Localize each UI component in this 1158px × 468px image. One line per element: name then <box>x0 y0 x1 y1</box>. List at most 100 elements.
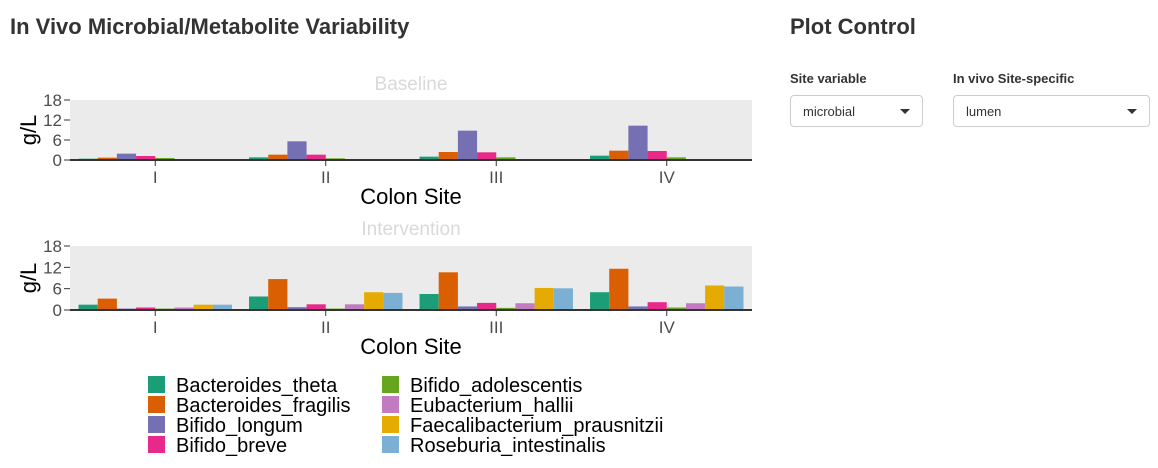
bar-bifido-breve <box>647 151 667 160</box>
bar-bacteroides-theta <box>419 156 439 160</box>
x-tick-label: I <box>153 318 158 337</box>
y-tick-label: 12 <box>43 111 62 130</box>
chevron-down-icon <box>1127 109 1137 114</box>
legend-swatch <box>148 376 165 393</box>
legend-label: Roseburia_intestinalis <box>410 435 606 457</box>
bar-eubacterium-hallii <box>174 307 194 310</box>
site-specific-value: lumen <box>966 104 1002 119</box>
legend-swatch <box>148 396 165 413</box>
site-specific-select[interactable]: lumen <box>953 95 1150 127</box>
bar-bacteroides-fragilis <box>438 152 458 160</box>
x-tick-label: III <box>489 168 503 187</box>
site-variable-label: Site variable <box>790 71 867 86</box>
bar-bifido-adolescentis <box>666 307 686 310</box>
y-tick-label: 6 <box>53 131 62 150</box>
page-title: In Vivo Microbial/Metabolite Variability <box>10 14 410 39</box>
chevron-down-icon <box>900 109 910 114</box>
y-axis-title: g/L <box>16 263 41 294</box>
bar-bifido-longum <box>628 306 648 310</box>
bar-bacteroides-fragilis <box>268 279 288 310</box>
bar-bacteroides-theta <box>590 155 610 160</box>
legend-label: Faecalibacterium_prausnitzii <box>410 415 663 437</box>
y-axis-title: g/L <box>16 115 41 146</box>
bar-bacteroides-fragilis <box>609 268 629 310</box>
bar-bacteroides-fragilis <box>97 157 117 160</box>
legend-label: Bifido_breve <box>176 435 287 457</box>
legend-swatch <box>148 436 165 453</box>
y-tick-label: 18 <box>43 91 62 110</box>
legend-swatch <box>382 376 399 393</box>
x-axis-title: Colon Site <box>360 334 462 359</box>
x-tick-label: I <box>153 168 158 187</box>
legend-label: Bifido_adolescentis <box>410 375 582 397</box>
x-axis-title: Colon Site <box>360 184 462 209</box>
bar-bifido-breve <box>306 154 326 160</box>
bar-bifido-breve <box>136 156 156 160</box>
bar-bacteroides-theta <box>419 294 439 310</box>
bar-bacteroides-theta <box>78 304 98 310</box>
bar-bifido-longum <box>457 306 478 310</box>
bar-eubacterium-hallii <box>515 303 535 310</box>
bar-bifido-longum <box>628 125 648 160</box>
x-tick-label: II <box>321 318 330 337</box>
facet-title: Intervention <box>361 219 460 240</box>
site-variable-select[interactable]: microbial <box>790 95 923 127</box>
legend-label: Bacteroides_fragilis <box>176 395 351 417</box>
bar-bifido-breve <box>647 302 667 310</box>
bar-bacteroides-theta <box>249 157 269 160</box>
legend: Bacteroides_thetaBacteroides_fragilisBif… <box>148 375 663 457</box>
legend-label: Bifido_longum <box>176 415 303 437</box>
y-tick-label: 6 <box>53 280 62 299</box>
bar-bifido-breve <box>477 152 497 160</box>
legend-swatch <box>382 436 399 453</box>
y-tick-label: 12 <box>43 258 62 277</box>
bar-bifido-longum <box>457 130 478 160</box>
bar-roseburia-intestinalis <box>553 288 573 310</box>
bar-roseburia-intestinalis <box>212 304 232 310</box>
x-tick-label: IV <box>659 318 676 337</box>
bar-bacteroides-fragilis <box>268 154 288 160</box>
bar-bifido-breve <box>477 302 497 310</box>
bar-faecalibacterium-prausnitzii <box>705 285 725 310</box>
legend-label: Bacteroides_theta <box>176 375 338 397</box>
bar-eubacterium-hallii <box>344 304 365 310</box>
bar-bifido-longum <box>116 153 137 160</box>
bar-eubacterium-hallii <box>685 303 706 310</box>
y-tick-label: 0 <box>53 151 62 170</box>
bar-bifido-breve <box>306 304 326 310</box>
x-tick-label: IV <box>659 168 676 187</box>
x-tick-label: II <box>321 168 330 187</box>
bar-faecalibacterium-prausnitzii <box>364 292 384 310</box>
legend-label: Eubacterium_hallii <box>410 395 573 417</box>
site-variable-value: microbial <box>803 104 856 119</box>
y-tick-label: 0 <box>53 301 62 320</box>
site-specific-label: In vivo Site-specific <box>953 71 1075 86</box>
legend-swatch <box>382 396 399 413</box>
bar-bifido-adolescentis <box>666 157 686 160</box>
bar-bacteroides-fragilis <box>438 272 458 310</box>
bar-faecalibacterium-prausnitzii <box>193 304 213 310</box>
bar-roseburia-intestinalis <box>383 292 403 310</box>
y-ticks: 0 6 12 18 <box>43 237 70 320</box>
bar-bifido-longum <box>287 307 307 310</box>
bar-bacteroides-theta <box>249 296 269 310</box>
bar-roseburia-intestinalis <box>724 286 744 310</box>
legend-swatch <box>382 416 399 433</box>
bar-bifido-breve <box>136 307 156 310</box>
x-ticks: I II III IV <box>153 310 676 337</box>
facet-title: Baseline <box>375 74 448 95</box>
x-ticks: I II III IV <box>153 160 676 187</box>
x-tick-label: III <box>489 318 503 337</box>
bar-bacteroides-fragilis <box>97 298 117 310</box>
legend-swatch <box>148 416 165 433</box>
bars <box>78 268 744 310</box>
bar-bacteroides-theta <box>590 292 610 310</box>
bar-bifido-adolescentis <box>496 307 516 310</box>
plot-control-title: Plot Control <box>790 14 916 39</box>
bar-bifido-longum <box>287 141 307 160</box>
bar-bacteroides-fragilis <box>609 150 629 160</box>
y-tick-label: 18 <box>43 237 62 256</box>
